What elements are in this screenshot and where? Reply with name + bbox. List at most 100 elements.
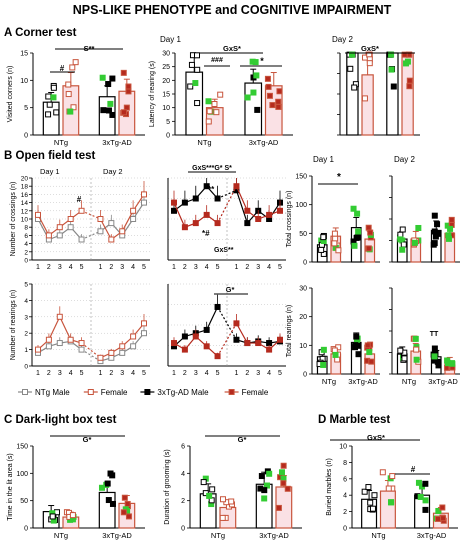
panel-b-sig-total-cross: *: [337, 172, 341, 183]
data-point: [335, 344, 342, 351]
data-point: [397, 236, 404, 243]
data-point: [194, 100, 201, 107]
data-point: [255, 340, 262, 347]
panel-b-sig-tg-rear: G*: [226, 285, 235, 294]
bar-female: [379, 490, 396, 529]
data-point: [320, 234, 327, 241]
data-point: [430, 241, 437, 248]
data-point: [350, 205, 357, 212]
bar-male: [386, 52, 399, 136]
data-point: [365, 245, 372, 252]
data-point: [439, 504, 446, 511]
x-tick-label: 4: [205, 264, 209, 271]
data-point: [205, 98, 212, 105]
data-point: [275, 103, 282, 110]
y-tick-label: 0: [343, 526, 347, 533]
data-point: [45, 343, 52, 350]
panel-b-day1-label-right: Day 1: [313, 155, 334, 164]
data-point: [399, 226, 406, 233]
y-tick-label: 10: [299, 343, 307, 350]
data-point: [72, 59, 79, 66]
data-point: [214, 195, 221, 202]
x-tick-label: 3: [256, 264, 260, 271]
data-point: [45, 336, 52, 343]
panel-b-sig-tg-cross: GxS***G* S*: [192, 165, 232, 172]
data-point: [388, 51, 395, 58]
x-tick-label: 1: [98, 370, 102, 377]
data-point: [192, 333, 199, 340]
data-point: [347, 65, 354, 72]
panel-a-day2-label: Day 2: [332, 35, 353, 44]
data-point: [45, 93, 52, 100]
data-point: [192, 220, 199, 227]
x-tick-label: 3: [58, 264, 62, 271]
data-point: [255, 216, 262, 222]
data-point: [104, 480, 111, 487]
data-point: [119, 228, 126, 235]
x-tick-label: 5: [80, 264, 84, 271]
y-tick-label: 100: [295, 202, 307, 209]
y-tick-label: 5: [24, 282, 28, 289]
data-point: [233, 336, 240, 343]
data-point: [422, 497, 429, 504]
data-point: [214, 353, 221, 360]
series-line-female: [81, 210, 101, 220]
bar-female: [361, 74, 374, 136]
x-tick-label: 3: [256, 370, 260, 377]
bar-chart-a_latency_day2: [337, 51, 420, 136]
data-point: [366, 60, 373, 67]
data-point: [266, 340, 273, 347]
x-tick-label: 4: [69, 264, 73, 271]
data-point: [188, 61, 195, 68]
legend-marker: [87, 389, 94, 395]
data-point: [415, 224, 422, 231]
data-point: [124, 500, 131, 507]
data-point: [277, 207, 283, 214]
data-point: [401, 51, 408, 58]
y-axis-label: Buried marbles (n): [326, 458, 333, 516]
data-point: [69, 64, 76, 71]
data-point: [130, 343, 137, 350]
legend-item: 3xTg-AD Male: [140, 388, 209, 397]
x-tick-label: 1: [36, 370, 40, 377]
data-point: [171, 199, 177, 206]
data-point: [280, 480, 287, 487]
panel-b-sig-total-rear: TT: [430, 331, 439, 338]
data-point: [219, 514, 226, 521]
data-point: [108, 349, 115, 356]
legend-label: Female: [101, 388, 128, 397]
data-point: [120, 509, 127, 516]
y-tick-label: 0: [303, 372, 307, 379]
y-tick-label: 2: [343, 509, 347, 516]
data-point: [109, 500, 116, 507]
data-point: [141, 320, 147, 327]
data-point: [432, 233, 439, 240]
legend-item: Female: [224, 388, 269, 397]
data-point: [253, 72, 260, 79]
data-point: [261, 495, 268, 502]
bar-male: [346, 52, 359, 136]
data-point: [78, 207, 85, 214]
y-tick-label: 0: [24, 364, 28, 371]
x-tick-label: 4: [131, 370, 135, 377]
data-point: [192, 80, 199, 87]
x-tick-label: 2: [109, 264, 113, 271]
legend-label: 3xTg-AD Male: [157, 388, 209, 397]
y-tick-label: 0: [24, 133, 28, 140]
data-point: [389, 473, 396, 480]
x-category-label: 3xTg-AD: [348, 377, 378, 386]
data-point: [203, 183, 210, 190]
y-tick-label: 6: [343, 476, 347, 483]
data-point: [413, 346, 420, 353]
x-tick-label: 3: [120, 370, 124, 377]
data-point: [49, 513, 56, 520]
y-tick-label: 20: [299, 314, 307, 321]
y-tick-label: 4: [24, 298, 28, 305]
data-point: [449, 360, 456, 367]
data-point: [233, 183, 240, 190]
legend-item: Female: [83, 388, 128, 397]
data-point: [35, 211, 41, 218]
data-point: [192, 195, 199, 202]
x-tick-label: 5: [278, 370, 282, 377]
data-point: [206, 108, 213, 115]
